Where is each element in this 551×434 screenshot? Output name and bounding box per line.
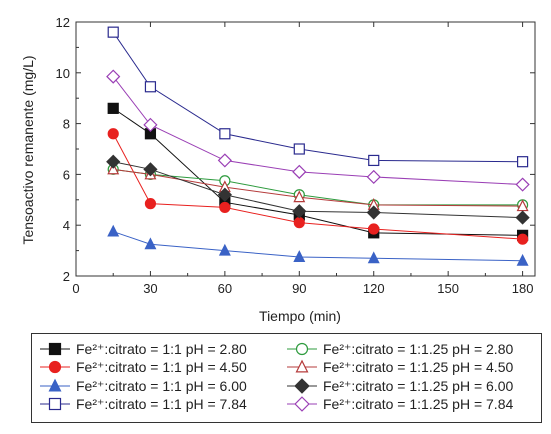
data-point-circle: [107, 128, 119, 140]
data-point-diamond: [294, 378, 310, 394]
data-point-square: [219, 128, 231, 140]
data-point-diamond: [292, 204, 307, 219]
data-point-square: [107, 102, 119, 114]
data-point-circle: [516, 233, 529, 245]
legend-item: Fe²⁺:citrato = 1:1.25 pH = 6.00: [287, 378, 513, 394]
data-point-diamond: [366, 169, 381, 185]
series-5: [107, 163, 529, 211]
data-point-triangle: [367, 251, 380, 264]
legend-item: Fe²⁺:citrato = 1:1 pH = 6.00: [40, 378, 247, 394]
data-point-circle: [144, 198, 157, 210]
axis-ticks: 0 30 60 90 120 150 180 2 4 6 8 10 12: [56, 15, 535, 296]
data-point-diamond: [106, 69, 121, 84]
x-tick-label: 180: [512, 281, 534, 296]
y-tick-label: 12: [56, 15, 70, 30]
data-point-square: [368, 154, 380, 167]
data-point-triangle: [516, 253, 529, 266]
data-point-diamond: [217, 153, 232, 168]
x-tick-label: 120: [363, 281, 385, 296]
data-point-square: [107, 26, 119, 38]
data-point-diamond: [366, 205, 381, 220]
legend-label: Fe²⁺:citrato = 1:1.25 pH = 2.80: [323, 341, 513, 357]
series-7: [106, 154, 530, 225]
series-line: [113, 168, 523, 207]
series-1: [107, 102, 529, 241]
legend-item: Fe²⁺:citrato = 1:1.25 pH = 7.84: [287, 396, 513, 412]
series-line: [112, 107, 523, 236]
series-6: [107, 162, 529, 212]
data-point-square: [144, 81, 157, 93]
plot-frame: [75, 21, 536, 277]
data-point-diamond: [292, 164, 307, 179]
data-point-triangle: [293, 250, 306, 262]
data-point-square: [516, 156, 529, 168]
data-point-triangle: [107, 224, 120, 237]
legend-label: Fe²⁺:citrato = 1:1.25 pH = 7.84: [323, 396, 513, 412]
y-tick-label: 4: [63, 218, 70, 233]
plot-area-border: [75, 21, 536, 277]
x-tick-label: 30: [143, 281, 157, 296]
data-point-circle: [368, 223, 380, 235]
data-point-diamond: [143, 162, 158, 177]
series-line: [112, 31, 523, 163]
legend-item: Fe²⁺:citrato = 1:1 pH = 4.50: [40, 359, 247, 375]
series-line: [112, 133, 523, 240]
data-point-diamond: [515, 210, 530, 225]
series-layer: [106, 26, 530, 266]
data-point-circle: [293, 217, 305, 229]
legend-item: Fe²⁺:citrato = 1:1.25 pH = 2.80: [287, 341, 513, 357]
data-point-diamond: [294, 396, 310, 412]
data-point-square: [293, 143, 305, 155]
data-point-triangle: [218, 243, 231, 256]
legend-label: Fe²⁺:citrato = 1:1.25 pH = 6.00: [323, 378, 513, 394]
series-8: [106, 69, 530, 192]
x-tick-label: 60: [218, 281, 232, 296]
legend-item: Fe²⁺:citrato = 1:1 pH = 2.80: [40, 341, 247, 357]
series-line: [113, 161, 523, 219]
x-tick-label: 90: [292, 281, 306, 296]
data-point-diamond: [515, 177, 530, 192]
x-tick-label: 0: [72, 281, 79, 296]
data-point-triangle: [144, 237, 157, 250]
data-point-triangle: [48, 378, 62, 392]
data-point-triangle: [293, 190, 306, 203]
x-tick-label: 150: [437, 281, 459, 296]
series-3: [107, 224, 529, 266]
data-point-circle: [48, 360, 62, 374]
y-tick-label: 10: [56, 66, 70, 81]
data-point-circle: [295, 342, 309, 356]
legend-label: Fe²⁺:citrato = 1:1 pH = 4.50: [76, 359, 247, 375]
legend-entries: Fe²⁺:citrato = 1:1 pH = 2.80 Fe²⁺:citrato…: [40, 341, 513, 412]
legend-item: Fe²⁺:citrato = 1:1.25 pH = 4.50: [287, 359, 513, 375]
series-line: [112, 76, 523, 186]
legend-label: Fe²⁺:citrato = 1:1 pH = 2.80: [76, 341, 247, 357]
data-point-circle: [219, 201, 231, 214]
legend: [31, 333, 542, 423]
y-tick-label: 6: [63, 167, 70, 182]
data-point-diamond: [143, 117, 158, 132]
y-tick-label: 8: [63, 117, 70, 132]
data-point-triangle: [295, 359, 309, 373]
y-tick-label: 2: [63, 269, 70, 284]
legend-item: Fe²⁺:citrato = 1:1 pH = 7.84: [40, 396, 247, 412]
series-line: [113, 231, 523, 262]
y-axis-label: Tensoactivo remanente (mg/L): [20, 55, 36, 244]
data-point-square: [48, 342, 62, 356]
legend-label: Fe²⁺:citrato = 1:1 pH = 6.00: [76, 378, 247, 394]
data-point-square: [48, 397, 62, 411]
data-point-diamond: [106, 154, 121, 169]
series-4: [107, 26, 529, 168]
data-point-diamond: [217, 187, 232, 202]
legend-label: Fe²⁺:citrato = 1:1.25 pH = 4.50: [323, 359, 513, 375]
legend-label: Fe²⁺:citrato = 1:1 pH = 7.84: [76, 396, 247, 412]
x-axis-label: Tiempo (min): [259, 308, 341, 324]
series-2: [107, 128, 529, 245]
